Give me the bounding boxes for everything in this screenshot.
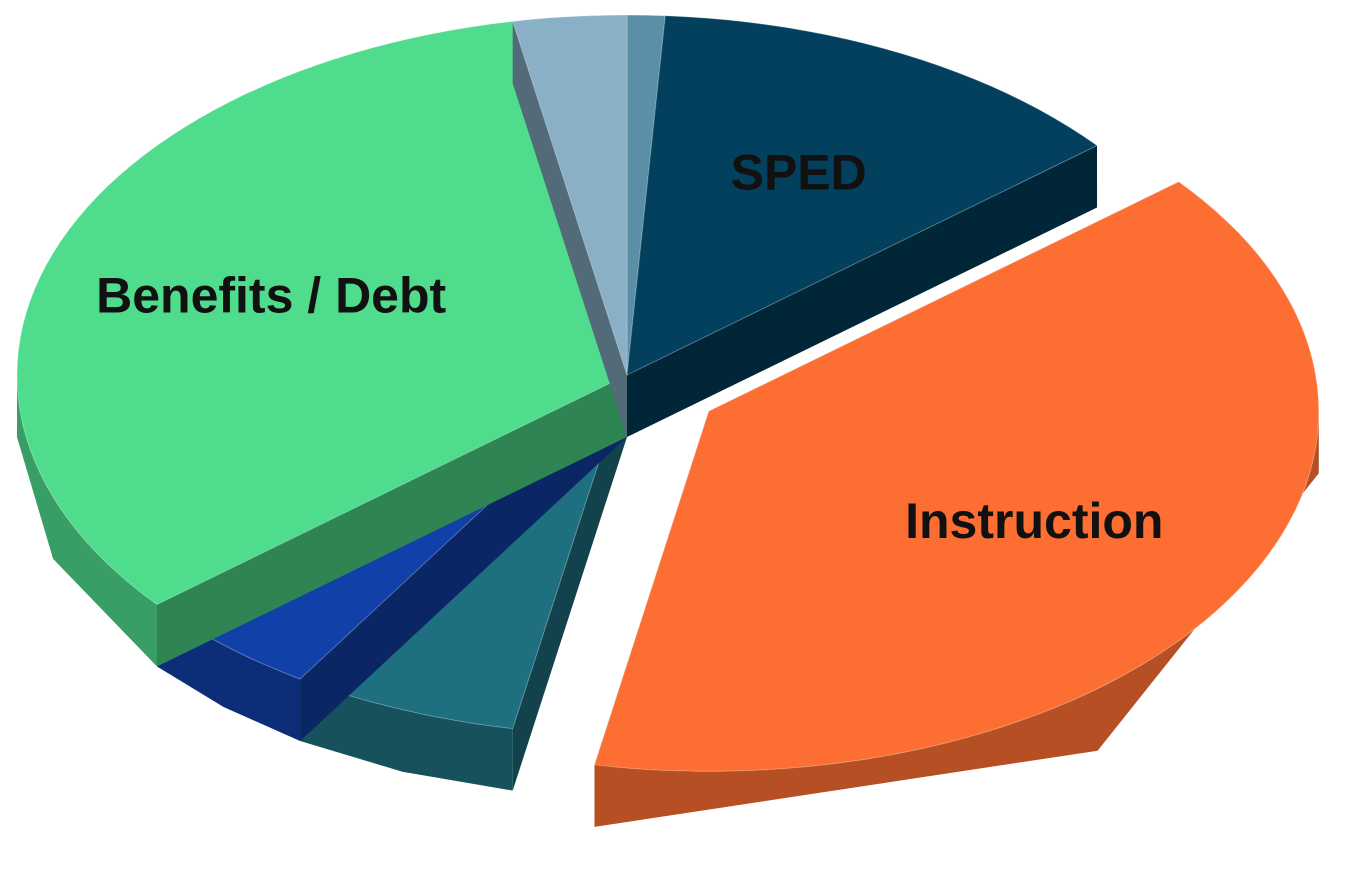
slice-face <box>156 375 627 667</box>
slice-face <box>627 145 1098 438</box>
slice-side <box>17 375 157 667</box>
slice-face <box>512 21 627 438</box>
slice-face <box>512 375 627 791</box>
slice-side <box>300 679 513 791</box>
slice-label: Benefits / Debt <box>96 268 446 324</box>
slice <box>16 20 628 606</box>
slice <box>626 15 1098 376</box>
slice-side <box>594 411 1319 827</box>
slice <box>512 14 628 376</box>
slice-label: Instruction <box>905 493 1163 549</box>
slice <box>593 181 1320 772</box>
slice-label: SPED <box>731 144 867 200</box>
